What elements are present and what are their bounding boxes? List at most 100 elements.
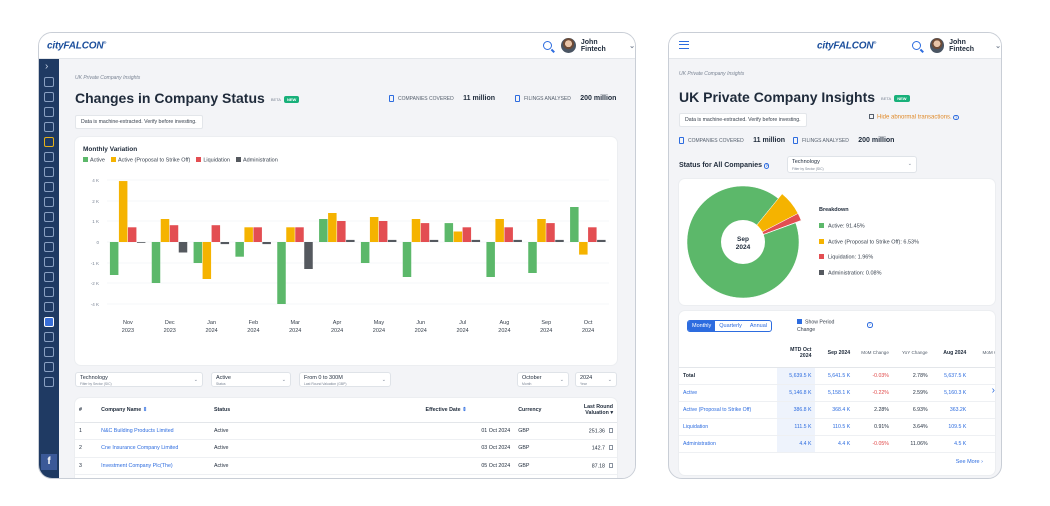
building-icon[interactable] (44, 182, 54, 192)
document-icon[interactable] (609, 427, 613, 433)
search-icon[interactable] (543, 41, 552, 50)
row-label[interactable]: Active (679, 384, 777, 402)
bar[interactable] (244, 227, 253, 242)
bulb-icon[interactable] (44, 197, 54, 207)
scroll-right-icon[interactable]: › (991, 385, 995, 396)
bar[interactable] (402, 242, 412, 277)
see-more-link[interactable]: See More › (955, 459, 983, 465)
bar[interactable] (346, 239, 355, 242)
bar[interactable] (420, 223, 430, 242)
bar[interactable] (504, 227, 513, 242)
hide-abnormal-checkbox[interactable]: Hide abnormal transactions. ? (869, 114, 959, 121)
bar[interactable] (337, 221, 346, 242)
legend-administration[interactable]: Administration (235, 157, 278, 164)
bar[interactable] (462, 227, 472, 242)
people-icon[interactable] (44, 227, 54, 237)
exchange-icon[interactable] (44, 362, 54, 372)
bar[interactable] (486, 242, 495, 277)
bar[interactable] (109, 242, 119, 275)
bar[interactable] (235, 242, 244, 257)
col-company-name[interactable]: Company Name ⇕ (97, 398, 210, 423)
valuation-filter[interactable]: From 0 to 300M Last Round Valuation (GBP)… (299, 372, 391, 387)
bar[interactable] (277, 242, 286, 304)
row-label[interactable]: Total (679, 367, 777, 385)
legend-active-proposal[interactable]: Active (Proposal to Strike Off) (110, 157, 190, 164)
info-icon[interactable]: ? (867, 322, 873, 328)
table-row[interactable]: Administration 4.4 K 4.4 K -0.05% 11.06% 4.5 … (679, 435, 995, 453)
bar[interactable] (429, 239, 439, 242)
archive-icon[interactable] (44, 377, 54, 387)
bar[interactable] (160, 219, 170, 242)
table-row[interactable]: Active 5,146.8 K 5,158.1 K -0.22% 2.59% 5,160… (679, 384, 995, 402)
document-icon[interactable] (44, 152, 54, 162)
bar[interactable] (579, 242, 588, 255)
document-icon[interactable] (609, 462, 613, 468)
row-label[interactable]: Liquidation (679, 418, 777, 436)
menu-icon[interactable] (679, 41, 689, 49)
bar[interactable] (220, 242, 230, 245)
table-row[interactable]: 3 Investment Company Plc(The) Active 05 Oct… (75, 457, 617, 475)
company-name-link[interactable]: Cne Insurance Company Limited (97, 439, 210, 458)
user-menu[interactable]: John Fintech ⌄ (561, 38, 635, 53)
hierarchy-icon[interactable] (44, 167, 54, 177)
bar[interactable] (169, 225, 179, 242)
table-row[interactable]: Total 5,639.5 K 5,641.5 K -0.03% 2.78% 5,637.… (679, 367, 995, 385)
bar[interactable] (411, 219, 421, 242)
checkbox[interactable] (869, 114, 874, 119)
table-row[interactable]: Active (Proposal to Strike Off) 386.8 K 36… (679, 401, 995, 419)
bar[interactable] (444, 223, 454, 242)
legend-liquidation[interactable]: Liquidation (196, 157, 230, 164)
bar[interactable] (369, 217, 379, 242)
show-period-change[interactable]: Show Period Change (797, 319, 835, 333)
cityfalcon-logo[interactable]: cityFALCON® (817, 40, 877, 52)
bar[interactable] (513, 239, 522, 242)
bar[interactable] (127, 227, 137, 242)
bar[interactable] (471, 239, 481, 242)
table-icon[interactable] (44, 287, 54, 297)
bar[interactable] (304, 242, 313, 269)
bar[interactable] (151, 242, 161, 283)
facebook-icon[interactable]: f (41, 454, 57, 470)
bar[interactable] (378, 221, 388, 242)
bar[interactable] (528, 242, 537, 273)
search-icon[interactable] (912, 41, 921, 50)
company-insights-icon[interactable] (44, 317, 54, 327)
bar[interactable] (253, 227, 262, 242)
bar[interactable] (193, 242, 203, 263)
company-name-link[interactable]: Investment Company Plc(The) (97, 457, 210, 475)
bar[interactable] (295, 227, 304, 242)
document-icon[interactable] (609, 445, 613, 450)
sector-filter[interactable]: Technology Filter by Sector (SIC) ⌄ (75, 372, 203, 387)
col-effective-date[interactable]: Effective Date ⇕ (421, 398, 515, 423)
row-label[interactable]: Active (Proposal to Strike Off) (679, 401, 777, 419)
table-row[interactable]: Liquidation 111.5 K 110.5 K 0.91% 3.64% 109.5… (679, 418, 995, 436)
bar[interactable] (387, 239, 397, 242)
calendar-icon[interactable] (44, 122, 54, 132)
flask-icon[interactable] (44, 212, 54, 222)
checkbox[interactable] (797, 319, 802, 324)
bar[interactable] (136, 242, 146, 243)
row-label[interactable]: Administration (679, 435, 777, 453)
pie-slice[interactable] (686, 185, 800, 299)
table-row[interactable]: 2 Cne Insurance Company Limited Active 03 O… (75, 439, 617, 458)
user-menu[interactable]: John Fintech ⌄ (930, 38, 1001, 53)
legend-active[interactable]: Active (83, 157, 105, 164)
bar[interactable] (202, 242, 212, 279)
year-filter[interactable]: 2024 Year ⌄ (575, 372, 617, 387)
table-row[interactable]: 1 N&C Building Products Limited Active 01 O… (75, 422, 617, 440)
bar[interactable] (453, 231, 463, 243)
table-row[interactable]: 4London Rowing Club LimitedActive07 Oct … (75, 474, 617, 478)
status-filter[interactable]: Active Status ⌄ (211, 372, 291, 387)
company-name-link[interactable]: N&C Building Products Limited (97, 422, 210, 440)
bar[interactable] (546, 223, 555, 242)
bar[interactable] (495, 219, 504, 242)
bar[interactable] (597, 239, 606, 242)
company-name-link[interactable]: London Rowing Club Limited (97, 474, 210, 478)
bar[interactable] (211, 225, 221, 242)
folder-icon[interactable] (44, 107, 54, 117)
expand-sidebar-icon[interactable]: › (45, 61, 49, 72)
bar[interactable] (555, 239, 564, 242)
tab-annual[interactable]: Annual (749, 323, 768, 329)
bar[interactable] (360, 242, 370, 263)
bar[interactable] (537, 219, 546, 242)
